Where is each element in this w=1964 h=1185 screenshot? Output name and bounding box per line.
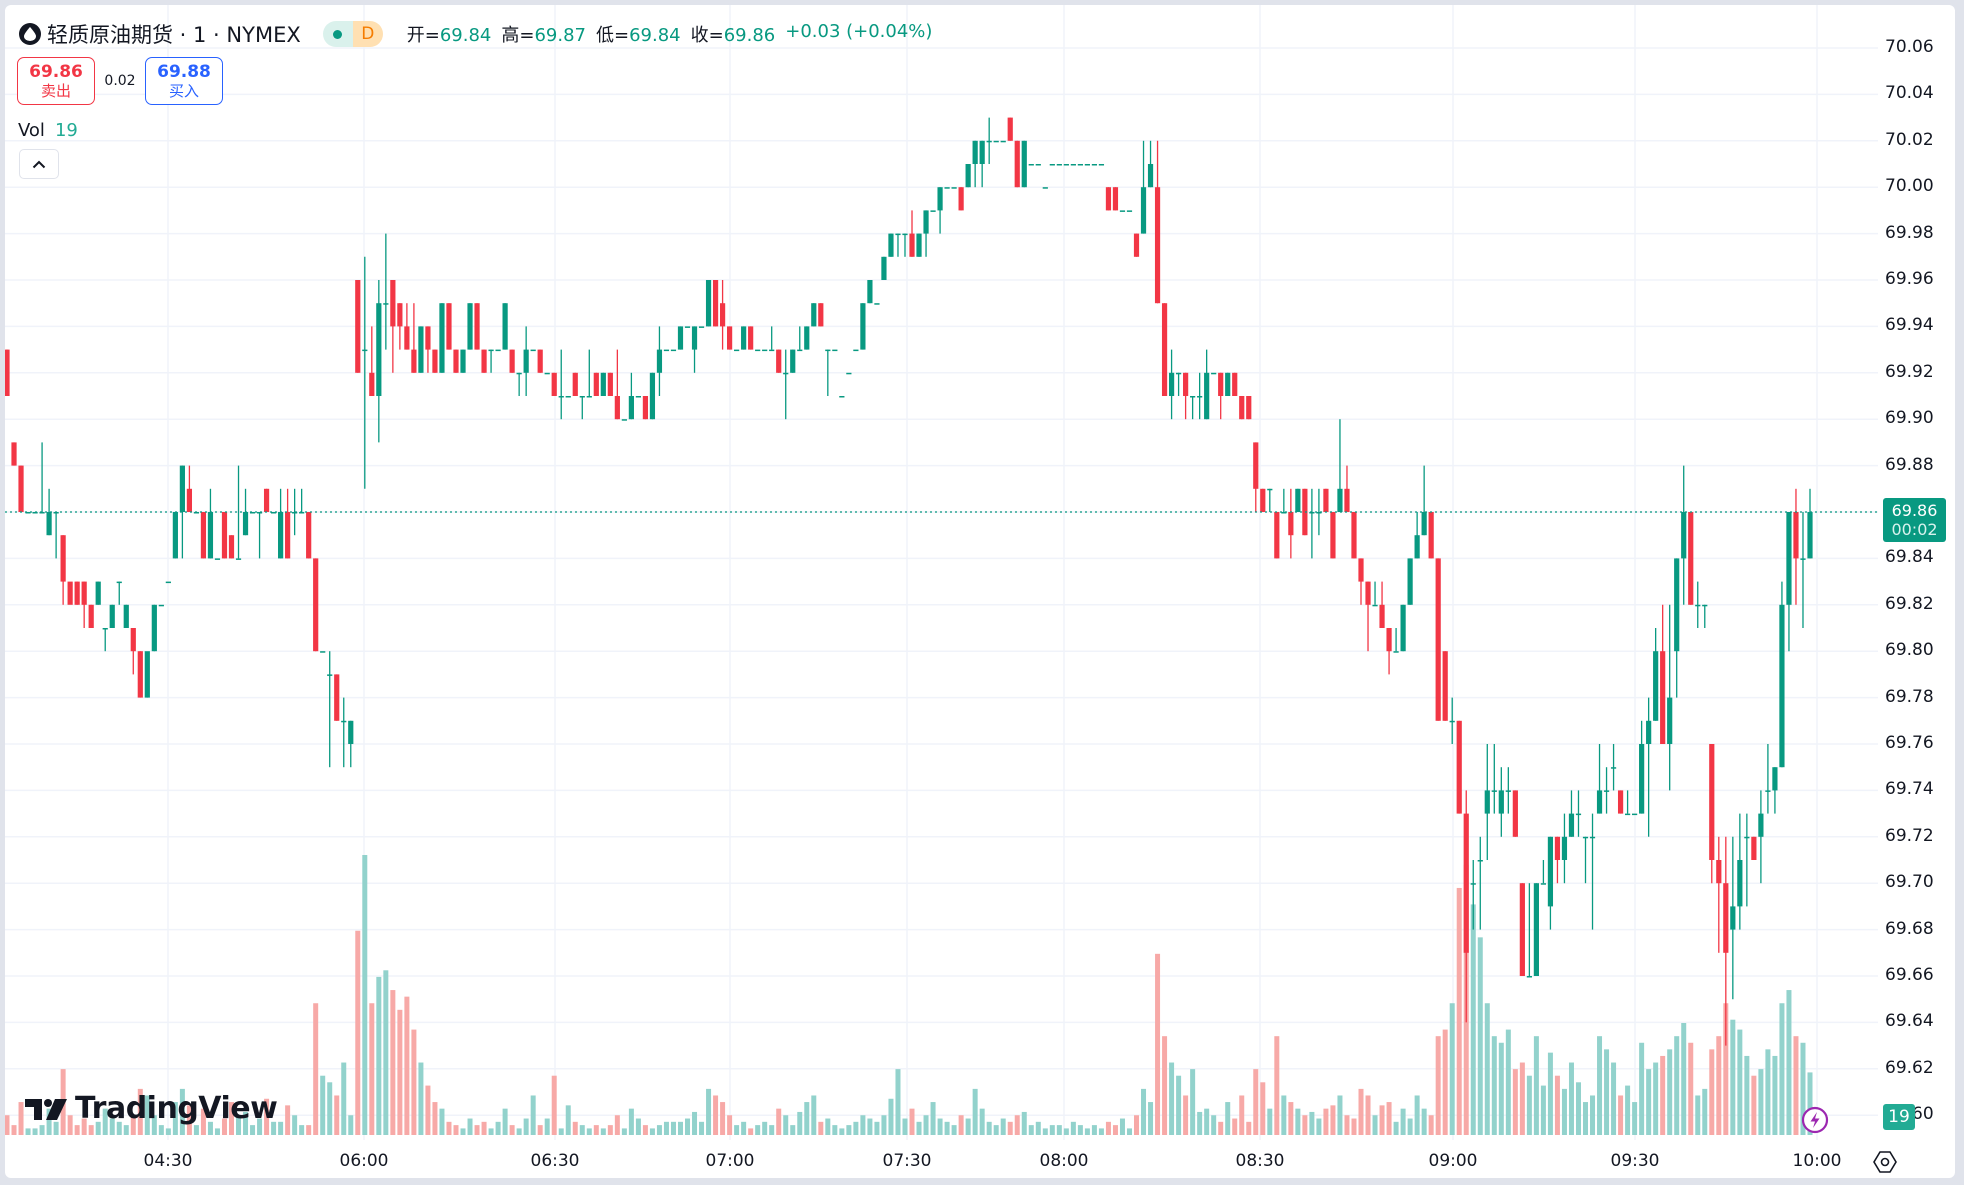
tradingview-logo-icon [25, 1098, 67, 1120]
price-tick-label: 69.64 [1885, 1011, 1934, 1032]
time-tick-label: 08:00 [1039, 1151, 1089, 1171]
candlestick-chart[interactable] [5, 5, 1955, 1178]
price-tick-label: 69.66 [1885, 965, 1934, 985]
price-tick-label: 69.84 [1885, 547, 1934, 568]
close-label: 收= [690, 25, 724, 46]
symbol-legend: 轻质原油期货 · 1 · NYMEX D 开=69.84 高=69.87 低=6… [19, 19, 932, 49]
volume-label: Vol [18, 120, 45, 141]
collapse-legend-button[interactable] [19, 149, 59, 179]
market-status-pill[interactable]: D [322, 21, 383, 47]
price-tick-label: 69.90 [1885, 408, 1934, 429]
price-tick-label: 69.92 [1885, 361, 1934, 382]
low-value: 69.84 [629, 25, 681, 46]
price-tick-label: 69.74 [1885, 779, 1934, 800]
sell-button[interactable]: 69.86 卖出 [17, 57, 95, 105]
open-value: 69.84 [439, 25, 492, 46]
last-price: 69.86 [1891, 501, 1938, 520]
price-tick-label: 69.70 [1885, 872, 1934, 893]
volume-legend[interactable]: Vol 19 [18, 120, 78, 141]
close-value: 69.86 [723, 25, 776, 46]
price-tick-label: 69.98 [1885, 222, 1934, 243]
gear-icon [1873, 1151, 1897, 1173]
quote-buttons: 69.86 卖出 0.02 69.88 买入 [17, 57, 223, 105]
time-tick-label: 07:30 [882, 1151, 932, 1171]
open-label: 开= [406, 25, 440, 46]
price-tick-label: 69.88 [1885, 454, 1934, 475]
buy-price: 69.88 [157, 62, 211, 82]
tradingview-wordmark: TradingView [75, 1091, 278, 1126]
bar-countdown: 00:02 [1891, 520, 1938, 539]
tradingview-logo[interactable]: TradingView [25, 1091, 278, 1126]
price-tick-label: 60 [1912, 1104, 1934, 1125]
time-tick-label: 09:30 [1610, 1151, 1660, 1171]
last-price-tag: 69.86 00:02 [1883, 498, 1946, 542]
price-tick-label: 69.82 [1885, 593, 1934, 614]
lightning-button[interactable] [1801, 1106, 1829, 1134]
sell-price: 69.86 [29, 62, 83, 82]
price-tick-label: 70.04 [1885, 83, 1934, 104]
price-tick-label: 69.68 [1885, 918, 1934, 939]
buy-button[interactable]: 69.88 买入 [145, 57, 223, 105]
buy-label: 买入 [168, 82, 199, 100]
volume-value: 19 [54, 120, 78, 141]
price-tick-label: 69.94 [1885, 315, 1934, 336]
price-tick-label: 69.80 [1885, 640, 1934, 661]
time-tick-label: 06:30 [530, 1151, 580, 1171]
time-tick-label: 10:00 [1792, 1151, 1842, 1171]
time-tick-label: 06:00 [339, 1151, 389, 1171]
time-tick-label: 07:00 [705, 1151, 755, 1171]
price-tick-label: 70.06 [1885, 37, 1934, 57]
ohlc-values: 开=69.84 高=69.87 低=69.84 收=69.86 +0.03 (+… [407, 21, 933, 47]
oil-drop-icon [19, 23, 41, 45]
price-tick-label: 69.72 [1885, 825, 1934, 846]
volume-tag: 19 [1883, 1104, 1915, 1130]
delayed-badge: D [352, 21, 383, 47]
price-tick-label: 70.02 [1885, 129, 1934, 150]
symbol-title[interactable]: 轻质原油期货 · 1 · NYMEX [47, 23, 301, 47]
chart-settings-button[interactable] [1871, 1148, 1899, 1176]
low-label: 低= [595, 25, 630, 46]
time-tick-label: 08:30 [1235, 1151, 1285, 1171]
change-value: +0.03 (+0.04%) [785, 21, 933, 42]
price-tick-label: 69.76 [1885, 733, 1934, 753]
spread-value: 0.02 [104, 73, 136, 89]
time-tick-label: 09:00 [1428, 1151, 1478, 1171]
price-tick-label: 70.00 [1885, 176, 1934, 197]
time-tick-label: 04:30 [143, 1151, 193, 1171]
sell-label: 卖出 [40, 82, 71, 100]
price-tick-label: 69.96 [1885, 269, 1934, 289]
chart-panel[interactable]: 轻质原油期货 · 1 · NYMEX D 开=69.84 高=69.87 低=6… [5, 5, 1955, 1178]
price-tick-label: 69.78 [1885, 686, 1934, 707]
high-label: 高= [501, 25, 535, 46]
high-value: 69.87 [534, 25, 586, 46]
lightning-icon [1801, 1106, 1829, 1134]
price-tick-label: 69.62 [1885, 1057, 1934, 1078]
chevron-up-icon [32, 160, 46, 168]
market-open-icon [322, 21, 353, 47]
